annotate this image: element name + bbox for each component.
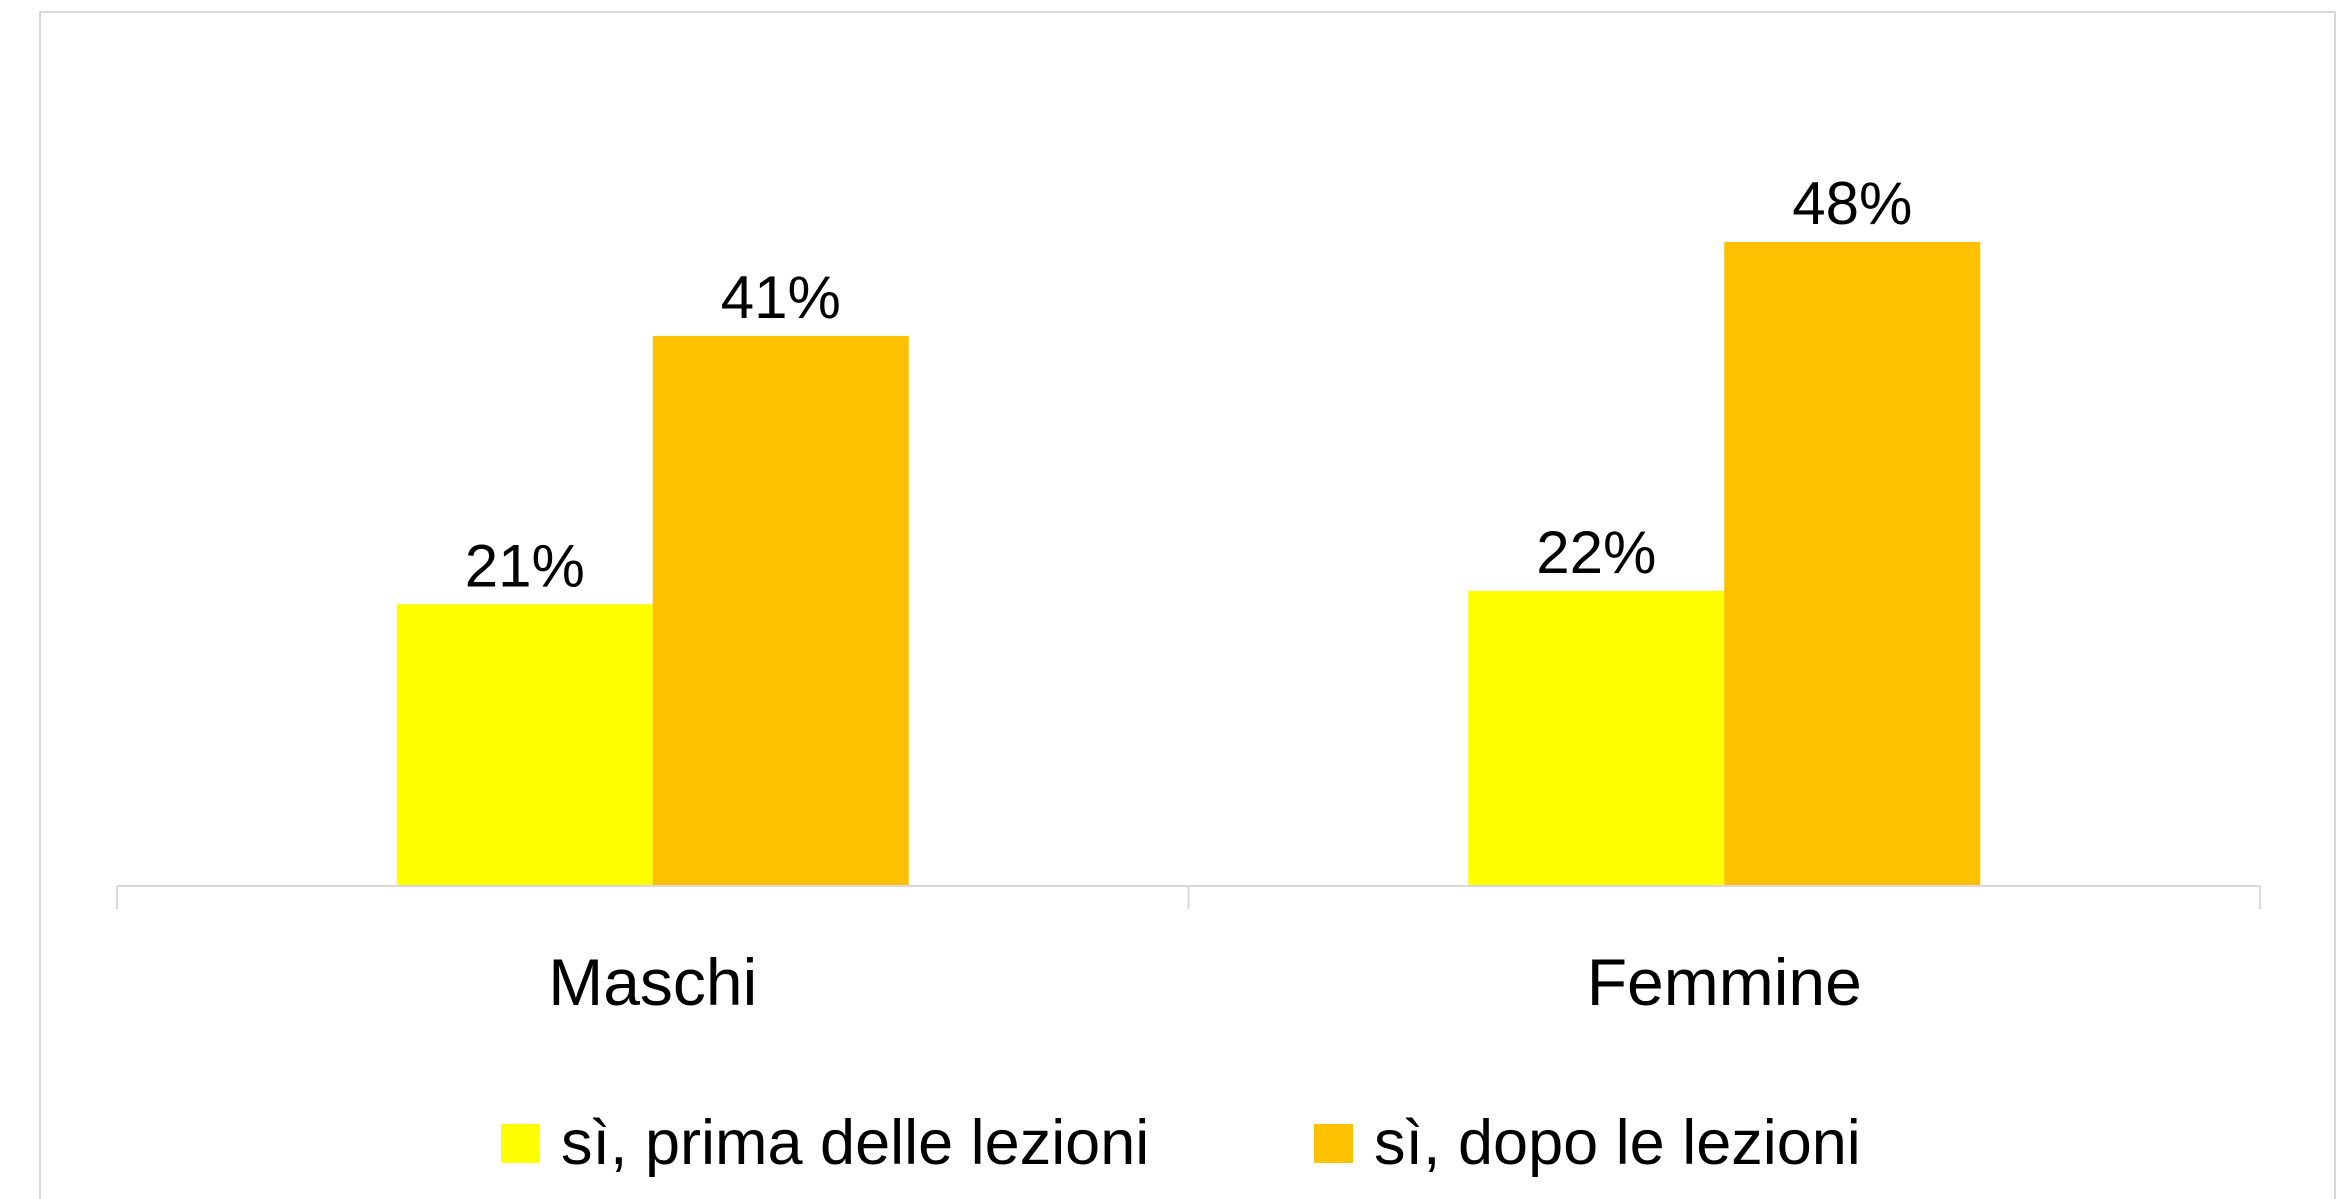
x-tick-label: Femmine <box>1587 945 1862 1019</box>
legend-swatch <box>1314 1124 1353 1163</box>
legend-label: sì, prima delle lezioni <box>561 1108 1149 1178</box>
bar <box>652 335 909 887</box>
legend-swatch <box>501 1124 540 1163</box>
bar <box>1724 242 1981 886</box>
data-label: 48% <box>1792 170 1912 237</box>
x-tick-label: Maschi <box>548 945 757 1019</box>
chart-frame <box>39 11 2336 1199</box>
data-label: 21% <box>465 532 585 599</box>
data-label: 41% <box>721 264 841 331</box>
data-label: 22% <box>1536 519 1656 586</box>
legend-label: sì, dopo le lezioni <box>1374 1108 1861 1178</box>
bar <box>1468 590 1725 886</box>
bar <box>396 604 653 886</box>
